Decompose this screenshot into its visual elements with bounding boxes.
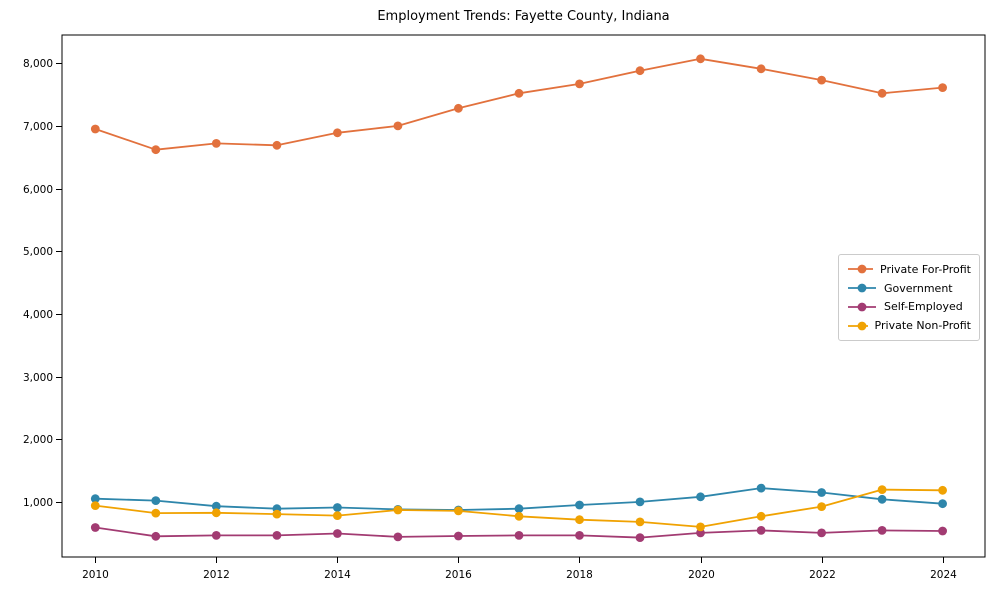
data-point-private-non-profit-2014	[333, 511, 342, 520]
legend-entry-private-non-profit: Private Non-Profit	[847, 319, 971, 332]
data-point-private-non-profit-2016	[454, 506, 463, 516]
x-tick-label: 2018	[566, 569, 593, 581]
legend-label-self-employed: Self-Employed	[884, 300, 963, 314]
data-point-self-employed-2019	[635, 533, 645, 542]
series-line-private-for-profit	[94, 57, 944, 151]
data-point-private-for-profit-2020	[696, 54, 705, 64]
data-point-self-employed-2015	[393, 532, 403, 542]
data-point-government-2017	[514, 504, 524, 514]
data-point-self-employed-2018	[575, 531, 584, 540]
legend-label-government: Government	[884, 281, 953, 295]
y-tick-label: 4,000	[23, 309, 53, 321]
legend-entry-private-for-profit: Private For-Profit	[847, 263, 971, 276]
x-tick-label: 2020	[688, 569, 715, 581]
y-tick-label: 5,000	[23, 246, 53, 258]
data-point-private-for-profit-2016	[454, 103, 463, 113]
data-point-self-employed-2022	[817, 528, 826, 538]
legend-marker-private-for-profit	[848, 264, 873, 274]
data-point-self-employed-2014	[333, 529, 342, 538]
y-tick-label: 6,000	[23, 184, 53, 196]
x-tick-label: 2014	[324, 569, 351, 581]
data-point-government-2012	[211, 501, 221, 511]
data-point-private-non-profit-2022	[817, 502, 826, 511]
data-point-self-employed-2012	[211, 531, 221, 540]
data-point-private-for-profit-2017	[514, 88, 524, 98]
data-point-private-for-profit-2014	[333, 128, 342, 138]
data-point-private-for-profit-2022	[817, 75, 826, 85]
x-tick-label: 2010	[82, 569, 109, 581]
data-point-private-non-profit-2023	[877, 485, 887, 494]
data-point-government-2020	[696, 492, 705, 502]
data-point-private-for-profit-2023	[877, 88, 887, 98]
data-point-private-for-profit-2013	[272, 140, 282, 150]
data-point-private-for-profit-2010	[90, 124, 100, 134]
data-point-self-employed-2017	[514, 531, 524, 540]
data-point-private-non-profit-2012	[211, 508, 221, 518]
data-point-government-2010	[90, 494, 100, 504]
y-tick-label: 2,000	[23, 434, 53, 446]
y-tick-label: 7,000	[23, 121, 53, 133]
x-tick-label: 2012	[203, 569, 230, 581]
data-point-self-employed-2013	[272, 531, 282, 540]
data-point-self-employed-2021	[756, 526, 766, 535]
data-point-private-for-profit-2015	[393, 121, 403, 131]
legend-marker-government	[848, 283, 876, 293]
x-tick-label: 2016	[445, 569, 472, 581]
data-point-private-non-profit-2018	[575, 515, 584, 525]
data-point-private-non-profit-2010	[90, 501, 100, 510]
data-point-private-non-profit-2024	[938, 485, 947, 495]
legend-label-private-non-profit: Private Non-Profit	[874, 319, 971, 333]
legend-entry-self-employed: Self-Employed	[847, 300, 971, 313]
data-point-private-for-profit-2012	[211, 139, 221, 148]
data-point-private-for-profit-2019	[635, 66, 645, 76]
data-point-government-2019	[635, 497, 645, 507]
data-point-private-for-profit-2024	[938, 83, 947, 92]
data-point-self-employed-2016	[454, 531, 463, 541]
data-point-private-non-profit-2015	[393, 505, 403, 515]
data-point-private-non-profit-2021	[756, 511, 766, 521]
x-tick-label: 2024	[930, 569, 957, 581]
data-point-private-non-profit-2019	[635, 517, 645, 527]
data-point-self-employed-2011	[151, 531, 161, 541]
data-point-private-for-profit-2011	[151, 145, 161, 155]
data-point-government-2021	[756, 483, 766, 493]
data-point-government-2014	[333, 503, 342, 512]
data-point-government-2018	[575, 500, 584, 510]
data-point-private-non-profit-2011	[151, 508, 161, 518]
data-point-private-non-profit-2017	[514, 511, 524, 521]
legend-marker-self-employed	[848, 302, 876, 312]
data-point-private-for-profit-2021	[756, 64, 766, 74]
data-point-government-2023	[877, 494, 887, 504]
data-point-self-employed-2023	[877, 526, 887, 535]
legend-marker-private-non-profit	[848, 321, 868, 331]
data-point-private-non-profit-2020	[696, 522, 705, 532]
chart-title: Employment Trends: Fayette County, India…	[377, 9, 670, 24]
x-tick-label: 2022	[809, 569, 836, 581]
data-point-government-2011	[151, 496, 161, 505]
y-tick-label: 3,000	[23, 372, 53, 384]
data-point-self-employed-2024	[938, 526, 947, 536]
data-point-government-2024	[938, 499, 947, 509]
data-point-self-employed-2010	[90, 523, 100, 532]
data-point-private-non-profit-2013	[272, 509, 282, 519]
y-tick-label: 1,000	[23, 497, 53, 509]
legend-label-private-for-profit: Private For-Profit	[880, 262, 971, 276]
data-point-private-for-profit-2018	[575, 79, 584, 89]
y-tick-label: 8,000	[23, 58, 53, 70]
data-point-government-2022	[817, 488, 826, 497]
legend-box: Private For-Profit Government Self-Employe…	[838, 254, 980, 341]
legend-entry-government: Government	[847, 282, 971, 295]
axes-frame	[61, 34, 986, 558]
